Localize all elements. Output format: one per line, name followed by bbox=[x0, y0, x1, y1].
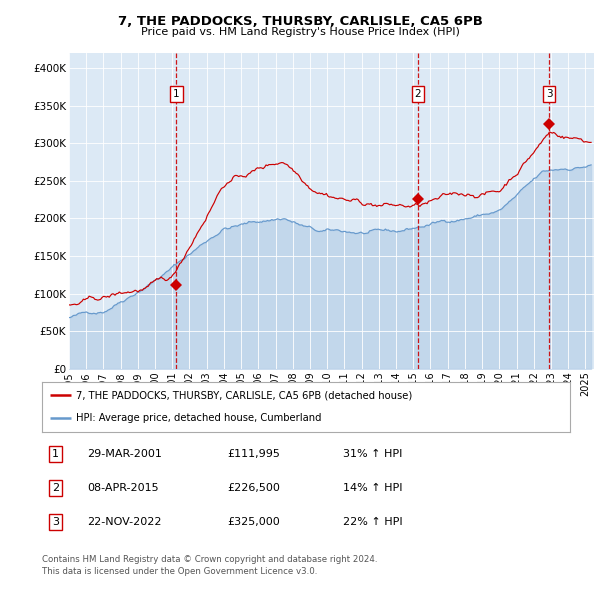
Text: Contains HM Land Registry data © Crown copyright and database right 2024.: Contains HM Land Registry data © Crown c… bbox=[42, 555, 377, 564]
Text: 7, THE PADDOCKS, THURSBY, CARLISLE, CA5 6PB (detached house): 7, THE PADDOCKS, THURSBY, CARLISLE, CA5 … bbox=[76, 391, 413, 401]
Text: 2: 2 bbox=[415, 89, 421, 99]
Text: 1: 1 bbox=[52, 449, 59, 459]
Text: 1: 1 bbox=[173, 89, 180, 99]
Text: 2: 2 bbox=[52, 483, 59, 493]
Text: 29-MAR-2001: 29-MAR-2001 bbox=[87, 449, 162, 459]
Text: 3: 3 bbox=[546, 89, 553, 99]
Text: 7, THE PADDOCKS, THURSBY, CARLISLE, CA5 6PB: 7, THE PADDOCKS, THURSBY, CARLISLE, CA5 … bbox=[118, 15, 482, 28]
Text: 3: 3 bbox=[52, 517, 59, 527]
Text: 31% ↑ HPI: 31% ↑ HPI bbox=[343, 449, 403, 459]
Text: 14% ↑ HPI: 14% ↑ HPI bbox=[343, 483, 403, 493]
Text: This data is licensed under the Open Government Licence v3.0.: This data is licensed under the Open Gov… bbox=[42, 566, 317, 576]
Text: £111,995: £111,995 bbox=[227, 449, 280, 459]
Text: 08-APR-2015: 08-APR-2015 bbox=[87, 483, 158, 493]
Text: 22-NOV-2022: 22-NOV-2022 bbox=[87, 517, 161, 527]
Text: £226,500: £226,500 bbox=[227, 483, 280, 493]
Text: HPI: Average price, detached house, Cumberland: HPI: Average price, detached house, Cumb… bbox=[76, 414, 322, 424]
Text: £325,000: £325,000 bbox=[227, 517, 280, 527]
Text: 22% ↑ HPI: 22% ↑ HPI bbox=[343, 517, 403, 527]
Text: Price paid vs. HM Land Registry's House Price Index (HPI): Price paid vs. HM Land Registry's House … bbox=[140, 28, 460, 37]
